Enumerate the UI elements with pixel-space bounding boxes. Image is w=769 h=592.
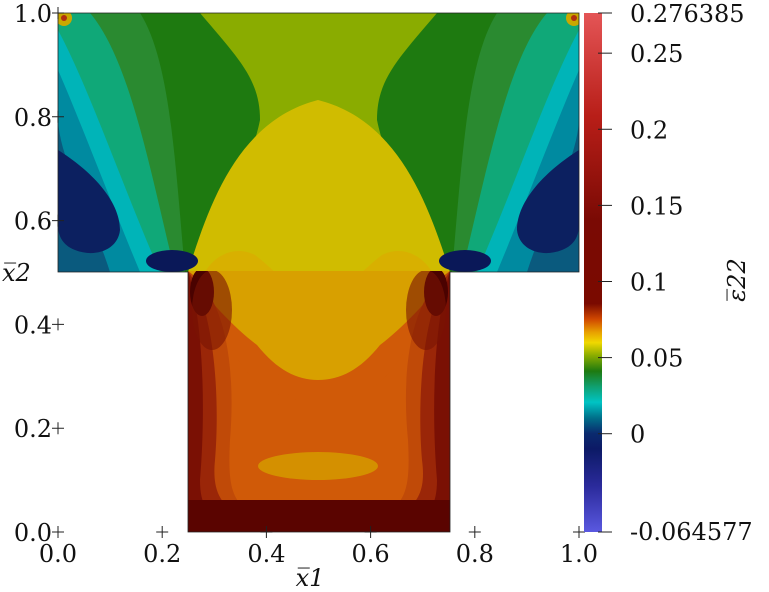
x-tick-label: 0.2 <box>143 540 181 568</box>
x-tick-mark <box>573 526 585 538</box>
colorbar-tick-label: 0 <box>630 421 645 449</box>
y-tick-mark <box>52 214 64 227</box>
x-tick-mark <box>156 526 169 538</box>
y-tick-mark <box>52 422 64 435</box>
y-tick-label: 0.0 <box>14 519 52 547</box>
domain-outline <box>57 12 580 533</box>
flange-region <box>58 13 579 272</box>
web-region <box>188 271 450 532</box>
y-tick-label: 0.8 <box>14 104 52 132</box>
x-tick-mark <box>468 526 481 538</box>
colorbar-min-label: -0.064577 <box>630 518 753 546</box>
colorbar-tick-label: 0.25 <box>630 40 683 68</box>
x-tick-label: 0.6 <box>352 540 390 568</box>
colorbar-ticks: 0 0.05 0.1 0.15 0.2 0.25 <box>598 12 683 533</box>
x-tick-label: 0.0 <box>39 540 77 568</box>
y-tick-label: 0.4 <box>14 311 52 339</box>
colorbar-max-label: 0.276385 <box>630 0 745 28</box>
y-tick-label: 0.2 <box>14 415 52 443</box>
colorbar-tick-label: 0.2 <box>630 116 668 144</box>
colorbar-tick-label: 0.1 <box>630 268 668 296</box>
x-tick-mark <box>364 526 377 538</box>
colorbar-tick-label: 0.05 <box>630 345 683 373</box>
y-axis: 0.0 0.2 0.4 0.6 0.8 1.0 <box>14 0 64 547</box>
colorbar-label: ε̅22 <box>723 258 751 301</box>
colorbar <box>584 13 602 532</box>
colorbar-tick-label: 0.15 <box>630 192 683 220</box>
x-tick-label: 0.4 <box>247 540 285 568</box>
y-tick-label: 1.0 <box>14 0 52 28</box>
y-tick-label: 0.6 <box>14 208 52 236</box>
y-tick-mark <box>52 7 64 19</box>
y-tick-mark <box>52 526 64 538</box>
y-tick-mark <box>52 318 64 331</box>
x-axis-label: x̅1 <box>296 564 325 592</box>
x-axis: 0.0 0.2 0.4 0.6 0.8 1.0 <box>39 526 598 568</box>
x-tick-label: 0.8 <box>456 540 494 568</box>
x-tick-label: 1.0 <box>560 540 598 568</box>
y-axis-label: x̅2 <box>2 259 31 287</box>
y-tick-mark <box>52 110 64 123</box>
x-tick-mark <box>260 526 273 538</box>
